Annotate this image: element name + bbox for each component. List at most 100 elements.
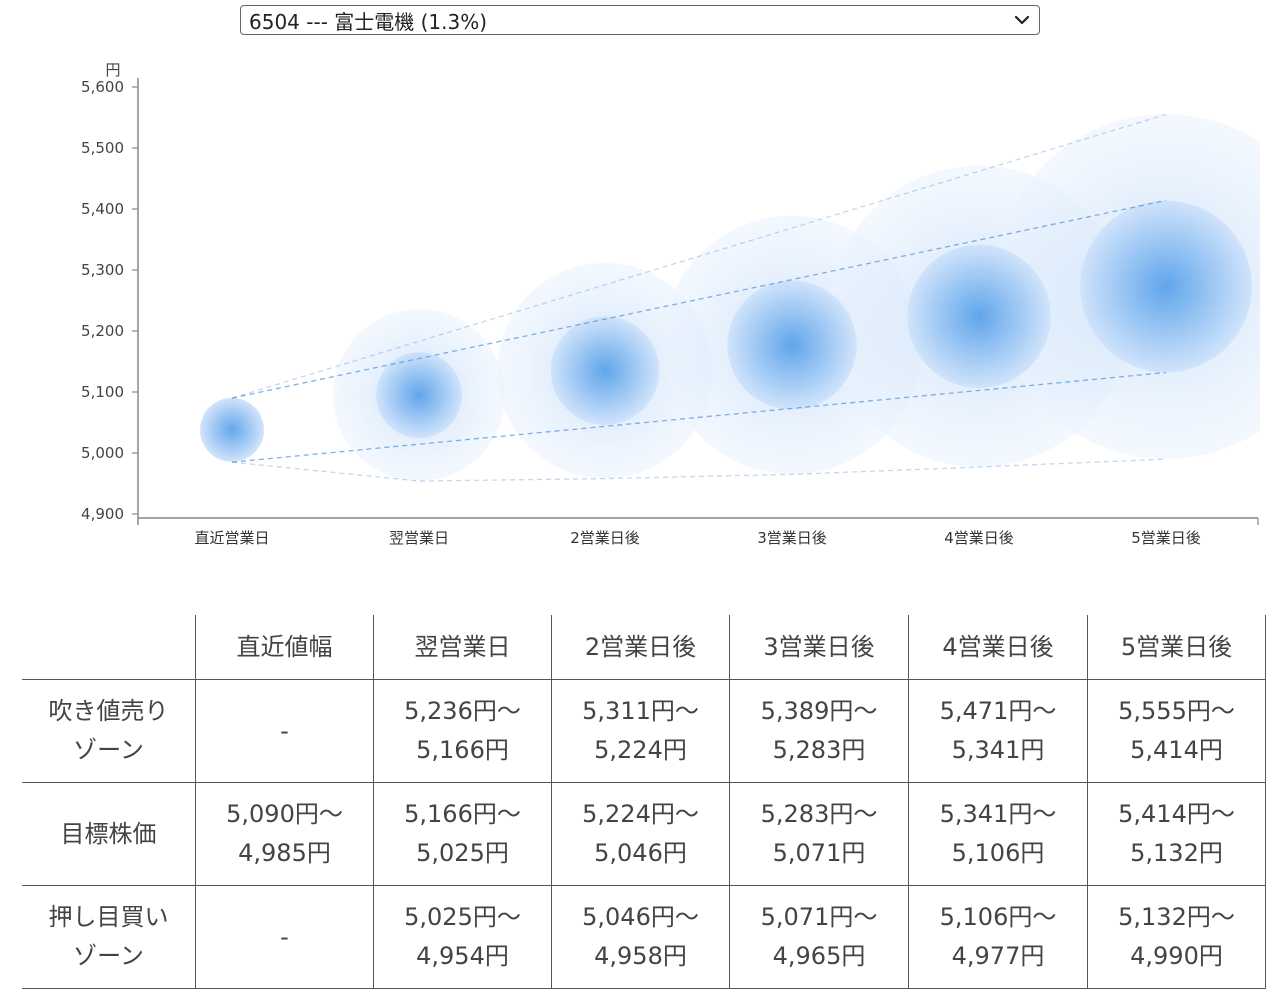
price-value: 5,236円〜: [404, 697, 521, 725]
price-range-cell: 5,555円〜 5,414円: [1087, 679, 1266, 783]
price-value: 5,046円: [594, 839, 687, 867]
outer-low-line: [231, 458, 1167, 482]
price-value: 5,224円〜: [582, 800, 699, 828]
price-value: 5,025円: [416, 839, 509, 867]
target-bubble: [550, 316, 660, 425]
row-label-line: 押し目買い: [48, 903, 169, 931]
table-row: 吹き値売り ゾーン - 5,236円〜 5,166円 5,311円〜 5,224円 5,389…: [22, 679, 1266, 783]
x-category-label: 4営業日後: [944, 529, 1014, 547]
price-value: 5,166円: [416, 736, 509, 764]
y-tick-label: 5,000: [81, 444, 124, 462]
price-value: 5,414円: [1130, 736, 1223, 764]
y-axis-unit: 円: [105, 61, 120, 79]
row-label-line: ゾーン: [73, 736, 144, 764]
x-category-label: 3営業日後: [757, 529, 827, 547]
price-value: 5,283円: [772, 736, 866, 764]
price-range-cell: 5,311円〜 5,224円: [551, 679, 730, 783]
stock-select-value: 6504 --- 富士電機 (1.3%): [249, 9, 488, 34]
price-value: 4,954円: [416, 942, 509, 970]
price-range-cell: 5,071円〜 4,965円: [729, 885, 909, 989]
table-corner-cell: [22, 615, 196, 680]
target-high-line: [231, 199, 1167, 399]
table-header-row: 直近値幅 翌営業日 2営業日後 3営業日後 4営業日後 5営業日後: [22, 615, 1266, 680]
price-value: 5,341円: [951, 736, 1045, 764]
price-range-cell: 5,224円〜 5,046円: [551, 782, 730, 886]
price-range-cell: 5,471円〜 5,341円: [908, 679, 1088, 783]
price-value: 5,090円〜: [226, 800, 343, 828]
price-range-cell: 5,106円〜 4,977円: [908, 885, 1088, 989]
price-value: 5,555円〜: [1118, 697, 1235, 725]
table-header-cell: 翌営業日: [373, 615, 552, 680]
target-low-line: [231, 371, 1167, 463]
stock-select[interactable]: 6504 --- 富士電機 (1.3%): [240, 5, 1040, 35]
x-category-label: 翌営業日: [389, 529, 449, 547]
price-value: 4,965円: [772, 942, 866, 970]
row-label: 目標株価: [22, 782, 196, 886]
y-tick-label: 5,200: [81, 322, 124, 340]
price-value: 5,071円: [772, 839, 866, 867]
price-range-cell: 5,283円〜 5,071円: [729, 782, 909, 886]
price-range-cell: 5,132円〜 4,990円: [1087, 885, 1266, 989]
target-bubble: [907, 244, 1051, 389]
row-label-line: 吹き値売り: [48, 697, 169, 725]
row-label: 吹き値売り ゾーン: [22, 679, 196, 783]
y-tick-label: 5,300: [81, 261, 124, 279]
price-value: 5,283円〜: [760, 800, 878, 828]
x-category-label: 直近営業日: [194, 529, 269, 547]
price-range-cell: 5,166円〜 5,025円: [373, 782, 552, 886]
price-range-cell: 5,389円〜 5,283円: [729, 679, 909, 783]
table-header-cell: 2営業日後: [551, 615, 730, 680]
y-tick-label: 5,100: [81, 383, 124, 401]
price-value: 5,341円〜: [939, 800, 1057, 828]
price-value: 4,958円: [594, 942, 687, 970]
price-range-cell: 5,341円〜 5,106円: [908, 782, 1088, 886]
price-value: 5,471円〜: [939, 697, 1057, 725]
y-tick-label: 5,500: [81, 139, 124, 157]
price-value: 5,106円: [951, 839, 1045, 867]
price-value: 5,414円〜: [1118, 800, 1235, 828]
chevron-down-icon: [1014, 15, 1030, 25]
price-range-cell: -: [195, 885, 374, 989]
price-value: 5,166円〜: [404, 800, 521, 828]
price-value: 5,132円: [1130, 839, 1223, 867]
x-category-label: 2営業日後: [570, 529, 640, 547]
row-label-line: 目標株価: [60, 819, 157, 848]
price-range-cell: 5,025円〜 4,954円: [373, 885, 552, 989]
row-label: 押し目買い ゾーン: [22, 885, 196, 989]
target-bubble: [375, 352, 463, 439]
y-tick-label: 5,600: [81, 78, 124, 96]
table-header-cell: 直近値幅: [195, 615, 374, 680]
price-range-cell: 5,090円〜 4,985円: [195, 782, 374, 886]
price-value: 4,977円: [951, 942, 1045, 970]
price-range-cell: 5,236円〜 5,166円: [373, 679, 552, 783]
price-value: 5,389円〜: [760, 697, 878, 725]
y-tick-label: 4,900: [81, 505, 124, 523]
price-value: 5,311円〜: [582, 697, 699, 725]
x-category-label: 5営業日後: [1131, 529, 1201, 547]
forecast-chart: 円 4,900 5,000 5,100 5,200 5,300 5,400 5,500 5,6…: [81, 61, 1260, 547]
y-tick-label: 5,400: [81, 200, 124, 218]
table-header-cell: 4営業日後: [908, 615, 1088, 680]
target-bubble: [199, 397, 265, 462]
price-value: 5,071円〜: [760, 903, 878, 931]
table-header-cell: 5営業日後: [1087, 615, 1266, 680]
table-row: 押し目買いゾーン - 5,025円〜 4,954円 5,046円〜 4,958円 5,071…: [22, 885, 1266, 989]
price-value: 4,990円: [1130, 942, 1223, 970]
target-bubble: [1079, 200, 1253, 373]
table-header-cell: 3営業日後: [729, 615, 909, 680]
forecast-table: 直近値幅 翌営業日 2営業日後 3営業日後 4営業日後 5営業日後 吹き値売り ゾーン - 5,2…: [22, 615, 1266, 989]
price-value: -: [280, 922, 289, 951]
price-value: 5,106円〜: [939, 903, 1057, 931]
price-range-cell: 5,046円〜 4,958円: [551, 885, 730, 989]
target-bubble: [727, 280, 857, 410]
outer-high-line: [231, 113, 1167, 399]
price-range-cell: 5,414円〜 5,132円: [1087, 782, 1266, 886]
price-range-cell: -: [195, 679, 374, 783]
price-value: 5,025円〜: [404, 903, 521, 931]
price-value: 5,046円〜: [582, 903, 699, 931]
price-value: 5,132円〜: [1118, 903, 1235, 931]
price-value: 4,985円: [238, 839, 331, 867]
row-label-line: ゾーン: [73, 942, 144, 970]
table-row: 目標株価 5,090円〜 4,985円 5,166円〜 5,025円 5,224円〜 5,0…: [22, 782, 1266, 886]
price-value: 5,224円: [594, 736, 687, 764]
